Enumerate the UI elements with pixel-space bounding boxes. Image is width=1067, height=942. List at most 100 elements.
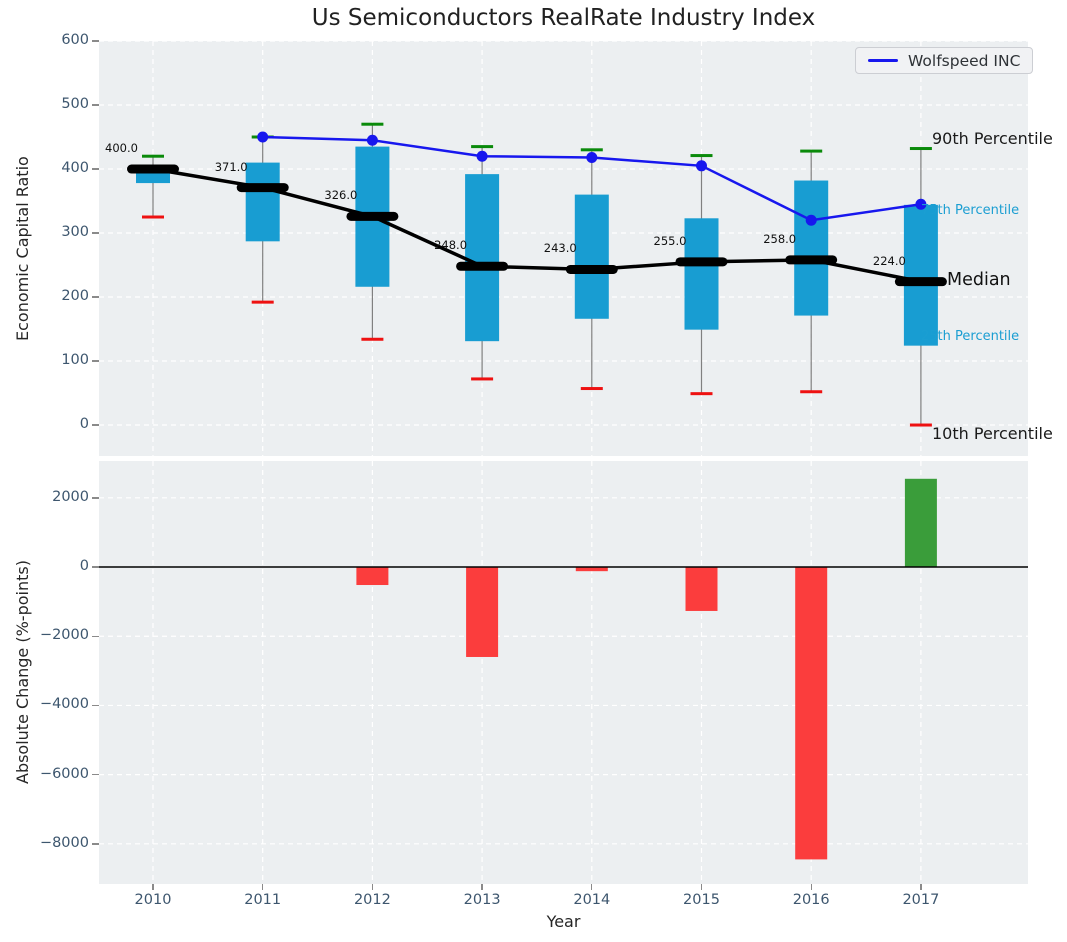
xtick-label-2013: 2013 bbox=[463, 892, 501, 908]
change-bar-2017 bbox=[904, 478, 937, 568]
xtick-mark-2015 bbox=[700, 884, 703, 890]
top-ytick-mark bbox=[92, 232, 99, 234]
median-annotation-2011: 371.0 bbox=[214, 159, 248, 174]
xtick-label-2011: 2011 bbox=[244, 892, 282, 908]
bottom-ytick-label: −6000 bbox=[39, 765, 89, 782]
p10-cap-2016 bbox=[800, 390, 823, 394]
percentile-box-2016 bbox=[794, 180, 829, 316]
label-10th-percentile: 10th Percentile bbox=[932, 424, 1053, 443]
median-annotation-2017: 224.0 bbox=[872, 253, 906, 268]
median-marker-2011 bbox=[236, 183, 289, 193]
p90-cap-2012 bbox=[361, 122, 384, 126]
xtick-mark-2010 bbox=[152, 884, 154, 890]
p90-cap-2015 bbox=[690, 154, 713, 158]
label-median: Median bbox=[947, 270, 1011, 290]
xtick-label-2014: 2014 bbox=[573, 892, 611, 908]
xtick-label-2016: 2016 bbox=[792, 892, 830, 908]
bottom-ytick-label: −2000 bbox=[39, 627, 89, 644]
bottom-y-axis-label: Absolute Change (%-points) bbox=[13, 560, 32, 785]
xtick-label-2010: 2010 bbox=[134, 892, 172, 908]
top-ytick-mark bbox=[92, 40, 99, 42]
top-axes bbox=[99, 41, 1028, 456]
legend: Wolfspeed INC bbox=[855, 47, 1034, 74]
p90-cap-2013 bbox=[471, 145, 494, 149]
median-annotation-2010: 400.0 bbox=[105, 141, 138, 155]
p10-cap-2015 bbox=[690, 392, 713, 396]
xtick-mark-2016 bbox=[810, 884, 812, 890]
p10-cap-2011 bbox=[251, 300, 274, 304]
top-ytick-label: 400 bbox=[61, 160, 89, 176]
xtick-label-2012: 2012 bbox=[353, 892, 391, 908]
median-marker-2013 bbox=[456, 261, 509, 271]
p10-cap-2017 bbox=[909, 423, 932, 427]
median-marker-2012 bbox=[346, 211, 399, 221]
legend-label: Wolfspeed INC bbox=[908, 51, 1021, 70]
median-marker-2016 bbox=[785, 255, 838, 265]
xtick-label-2015: 2015 bbox=[683, 892, 720, 908]
wolfspeed-point-2012 bbox=[366, 134, 378, 146]
change-bar-2012 bbox=[356, 567, 389, 586]
p10-cap-2012 bbox=[361, 337, 384, 341]
xtick-label-2017: 2017 bbox=[902, 892, 940, 908]
top-ytick-label: 200 bbox=[61, 288, 89, 304]
change-bar-2015 bbox=[685, 567, 718, 611]
bottom-ytick-label: 2000 bbox=[52, 488, 89, 505]
xtick-mark-2012 bbox=[371, 884, 374, 890]
top-ytick-mark bbox=[92, 360, 99, 362]
median-annotation-2014: 243.0 bbox=[543, 241, 577, 256]
p10-cap-2010 bbox=[142, 215, 164, 219]
top-ytick-label: 0 bbox=[79, 416, 89, 433]
bottom-axes bbox=[99, 461, 1028, 884]
top-ytick-label: 100 bbox=[61, 352, 89, 369]
top-ytick-label: 600 bbox=[61, 32, 89, 48]
median-marker-2010 bbox=[127, 164, 179, 174]
bottom-ytick-mark bbox=[92, 566, 99, 568]
wolfspeed-point-2013 bbox=[476, 150, 488, 162]
xtick-mark-2017 bbox=[920, 884, 922, 890]
wolfspeed-point-2015 bbox=[696, 160, 707, 172]
percentile-box-2014 bbox=[574, 194, 609, 319]
bottom-ytick-label: −4000 bbox=[39, 696, 89, 713]
p90-cap-2010 bbox=[142, 154, 164, 158]
wolfspeed-point-2014 bbox=[586, 151, 598, 163]
top-ytick-mark bbox=[92, 168, 99, 170]
percentile-box-2013 bbox=[465, 174, 500, 342]
p90-cap-2014 bbox=[580, 148, 603, 152]
percentile-box-2015 bbox=[684, 218, 719, 330]
median-marker-2015 bbox=[675, 257, 728, 267]
bottom-ytick-mark bbox=[92, 704, 99, 707]
median-annotation-2013: 248.0 bbox=[434, 238, 468, 253]
change-bar-2016 bbox=[795, 567, 828, 860]
bottom-ytick-mark bbox=[92, 635, 99, 637]
label-90th-percentile: 90th Percentile bbox=[932, 129, 1053, 148]
change-bar-2013 bbox=[466, 567, 499, 657]
median-annotation-2015: 255.0 bbox=[653, 233, 687, 248]
label-25th-percentile: 25th Percentile bbox=[921, 329, 1020, 344]
p10-cap-2013 bbox=[471, 377, 494, 381]
top-plot-canvas bbox=[99, 41, 1028, 456]
percentile-box-2017 bbox=[903, 204, 938, 346]
top-y-axis-label: Economic Capital Ratio bbox=[13, 156, 32, 341]
top-ytick-mark bbox=[92, 296, 99, 298]
xtick-mark-2014 bbox=[591, 884, 593, 890]
wolfspeed-point-2011 bbox=[257, 131, 269, 143]
median-marker-2014 bbox=[565, 264, 618, 274]
top-ytick-label: 500 bbox=[61, 96, 89, 112]
bottom-ytick-label: −8000 bbox=[39, 834, 89, 851]
legend-line-sample-icon bbox=[868, 59, 898, 62]
p90-cap-2016 bbox=[800, 149, 823, 153]
bottom-ytick-label: 0 bbox=[79, 558, 89, 575]
wolfspeed-point-2016 bbox=[805, 214, 817, 226]
label-75th-percentile: 75th Percentile bbox=[921, 203, 1020, 218]
percentile-box-2011 bbox=[245, 162, 280, 242]
x-axis-label: Year bbox=[546, 912, 581, 931]
bottom-ytick-mark bbox=[92, 773, 99, 776]
median-marker-2017 bbox=[894, 277, 947, 287]
chart-title: Us Semiconductors RealRate Industry Inde… bbox=[311, 5, 816, 31]
change-bar-2014 bbox=[575, 567, 608, 572]
bottom-plot-canvas bbox=[99, 461, 1028, 884]
p90-cap-2017 bbox=[909, 147, 932, 151]
bottom-ytick-mark bbox=[92, 497, 99, 499]
xtick-mark-2011 bbox=[262, 884, 264, 890]
